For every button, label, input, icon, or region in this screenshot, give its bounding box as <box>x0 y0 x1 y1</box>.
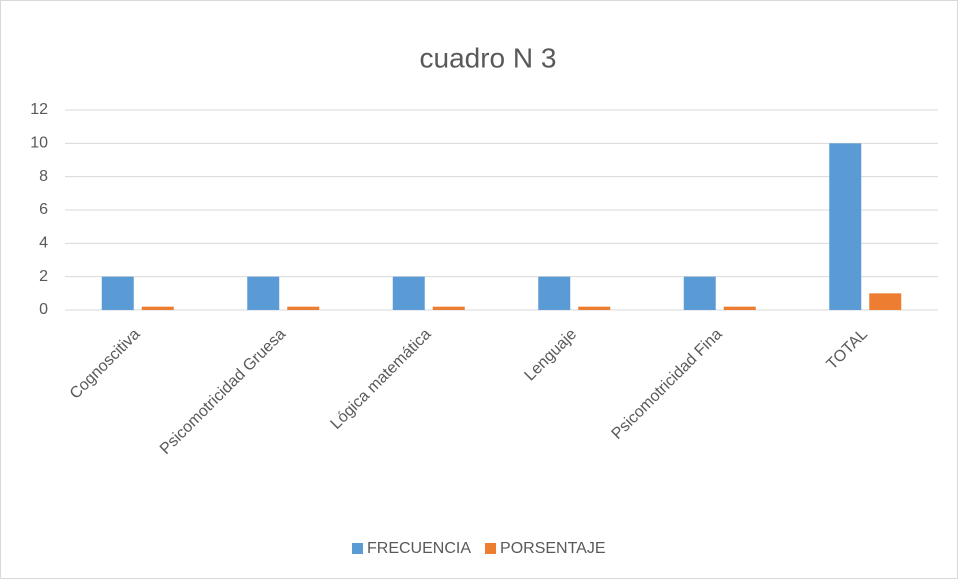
legend-swatch <box>485 543 497 554</box>
chart-title: cuadro N 3 <box>420 42 557 73</box>
bar <box>829 143 862 310</box>
bar <box>578 306 611 310</box>
legend-label: FRECUENCIA <box>367 540 471 557</box>
bar <box>869 293 902 310</box>
bar <box>392 276 425 310</box>
bar <box>247 276 280 310</box>
bar <box>723 306 756 310</box>
y-tick-label: 12 <box>30 101 48 118</box>
y-tick-label: 0 <box>39 301 48 318</box>
y-tick-label: 10 <box>30 135 48 152</box>
bar <box>141 306 174 310</box>
bar <box>432 306 465 310</box>
bar <box>538 276 571 310</box>
y-tick-label: 4 <box>39 235 48 252</box>
bar <box>683 276 716 310</box>
bar <box>101 276 134 310</box>
y-tick-label: 6 <box>39 201 48 218</box>
y-tick-label: 8 <box>39 168 48 185</box>
legend-label: PORSENTAJE <box>500 540 606 557</box>
legend-swatch <box>352 543 363 554</box>
y-tick-label: 2 <box>39 268 48 285</box>
bar <box>287 306 320 310</box>
